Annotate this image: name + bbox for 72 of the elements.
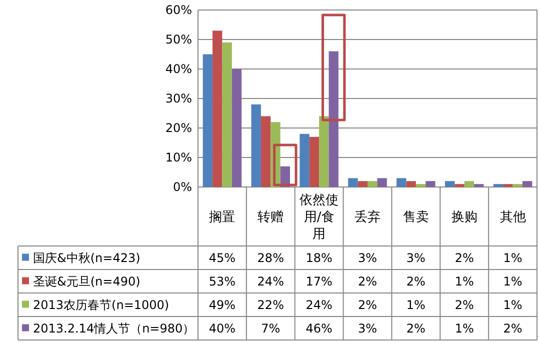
data-label: 1%: [406, 298, 426, 312]
data-label: 24%: [257, 274, 284, 288]
bar: [444, 181, 455, 187]
x-tick-label: 依然使用/食用: [300, 193, 339, 242]
data-label: 2%: [406, 274, 426, 288]
data-label: 1%: [454, 321, 474, 336]
x-tick-label: 售卖: [402, 210, 429, 226]
bar: [319, 116, 329, 187]
legend-label: 圣诞&元旦(n=490): [33, 274, 140, 288]
legend-label: 国庆&中秋(n=423): [33, 250, 140, 265]
bar: [260, 116, 271, 187]
y-tick-label: 0%: [172, 180, 192, 194]
bar: [368, 181, 378, 187]
bar: [222, 42, 232, 187]
y-tick-label: 20%: [165, 121, 192, 136]
data-label: 45%: [208, 250, 236, 265]
bar: [512, 184, 522, 187]
bar: [416, 184, 426, 187]
bar: [212, 30, 222, 187]
bar: [348, 178, 358, 187]
data-label: 49%: [208, 298, 236, 312]
x-tick-label: 丢弃: [354, 209, 380, 226]
bar: [396, 178, 406, 187]
bar: [503, 184, 513, 187]
data-label: 53%: [208, 274, 236, 288]
data-label: 2%: [358, 274, 378, 288]
data-label: 1%: [454, 274, 474, 288]
x-tick-label: 转赠: [258, 210, 284, 226]
data-label: 2%: [454, 298, 474, 312]
x-tick-label: 搁置: [209, 210, 236, 226]
data-label: 7%: [261, 321, 280, 336]
bar: [300, 134, 310, 187]
data-label: 28%: [257, 250, 284, 265]
bar: [251, 104, 261, 187]
y-tick-label: 30%: [165, 92, 192, 106]
x-tick-label: 换购: [451, 210, 478, 226]
data-label: 2%: [358, 298, 378, 312]
bar: [522, 181, 532, 187]
data-label: 18%: [306, 250, 332, 265]
y-tick-label: 40%: [165, 62, 192, 76]
x-tick-label: 其他: [500, 210, 526, 226]
bar: [406, 181, 416, 187]
bar: [328, 51, 338, 187]
legend-label: 2013农历春节(n=1000): [33, 298, 170, 312]
data-label: 2%: [406, 321, 426, 336]
bar: [454, 184, 464, 187]
legend-label: 2013.2.14情人节（n=980）: [33, 321, 195, 336]
data-label: 22%: [257, 298, 284, 312]
data-label: 1%: [503, 298, 522, 312]
bar: [474, 184, 484, 187]
y-tick-label: 60%: [165, 3, 192, 18]
bar: [377, 178, 387, 187]
data-label: 2%: [503, 321, 522, 336]
bar: [202, 54, 213, 187]
bar: [493, 184, 504, 187]
bar: [232, 69, 242, 187]
bar: [464, 181, 474, 187]
data-label: 3%: [358, 250, 378, 265]
y-tick-label: 10%: [165, 150, 192, 165]
bar: [426, 181, 436, 187]
data-label: 3%: [406, 250, 426, 265]
data-label: 24%: [306, 298, 332, 312]
y-tick-label: 50%: [165, 32, 192, 47]
data-label: 40%: [208, 321, 236, 336]
data-label: 2%: [454, 250, 474, 265]
data-label: 1%: [503, 250, 522, 265]
data-label: 46%: [306, 321, 332, 336]
data-label: 3%: [358, 321, 378, 336]
data-label: 17%: [306, 274, 332, 288]
bar: [309, 136, 320, 187]
data-label: 1%: [503, 274, 522, 288]
bar: [358, 181, 368, 187]
